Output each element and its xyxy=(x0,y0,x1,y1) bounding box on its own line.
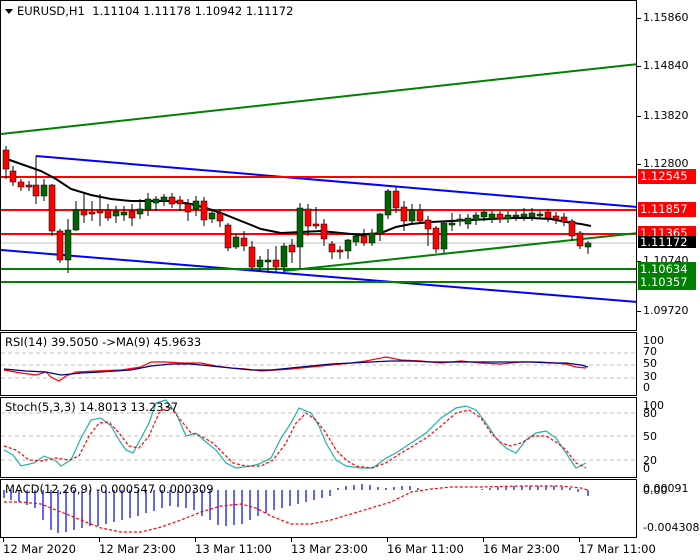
rsi-panel[interactable]: RSI(14) 39.5050 ->MA(9) 45.9633 xyxy=(0,332,637,396)
price-tick: 1.13820 xyxy=(643,109,689,122)
price-plot xyxy=(1,63,636,303)
channel-upper-blue xyxy=(35,155,636,208)
rsi-line xyxy=(3,356,587,382)
trendline-rising-green xyxy=(282,232,636,272)
price-tick: 1.09720 xyxy=(643,304,689,317)
rsi-level: 50 xyxy=(643,357,657,370)
stoch-level: 100 xyxy=(643,399,664,412)
rsi-plot xyxy=(1,352,636,382)
macd-histogram xyxy=(3,484,589,533)
stoch-main-line xyxy=(3,399,587,469)
time-tick: 16 Mar 23:00 xyxy=(483,542,560,556)
ohlc-low: 1.10942 xyxy=(194,4,243,18)
macd-level: 0.00091 xyxy=(643,482,689,495)
stoch-level: 20 xyxy=(643,454,657,467)
macd-plot xyxy=(3,484,589,533)
rsi-level: 30 xyxy=(643,370,657,383)
stoch-level: 50 xyxy=(643,430,657,443)
rsi-title: RSI(14) 39.5050 ->MA(9) 45.9633 xyxy=(5,335,202,349)
channel-lower-blue xyxy=(1,249,636,303)
time-tick: 17 Mar 11:00 xyxy=(579,542,656,556)
stoch-axis: 100 80 50 20 0 xyxy=(637,397,700,478)
rsi-ma-line xyxy=(3,360,589,376)
level-label-1.10357: 1.10357 xyxy=(638,275,696,290)
macd-title: MACD(12,26,9) -0.000547 0.000309 xyxy=(5,482,214,496)
time-tick: 13 Mar 23:00 xyxy=(291,542,368,556)
rsi-level: 0 xyxy=(643,381,650,394)
time-tick: 12 Mar 2020 xyxy=(3,542,76,556)
stoch-signal-line xyxy=(3,405,587,469)
dropdown-triangle-icon[interactable] xyxy=(5,9,13,14)
time-tick: 16 Mar 11:00 xyxy=(387,542,464,556)
stoch-level: 80 xyxy=(643,407,657,420)
trendline-upper-green xyxy=(1,63,636,135)
level-label-1.11857: 1.11857 xyxy=(638,202,696,217)
price-tick: 1.12800 xyxy=(643,157,689,170)
rsi-axis: 100 70 50 30 0 xyxy=(637,332,700,396)
time-tick: 12 Mar 23:00 xyxy=(99,542,176,556)
macd-panel[interactable]: MACD(12,26,9) -0.000547 0.000309 xyxy=(0,479,637,538)
macd-axis: 0.00091 0.00 -0.004308 xyxy=(637,479,700,538)
rsi-level: 70 xyxy=(643,345,657,358)
rsi-level: 100 xyxy=(643,334,664,347)
time-axis: 12 Mar 2020 12 Mar 23:00 13 Mar 11:00 13… xyxy=(0,537,700,560)
ohlc-high: 1.11178 xyxy=(143,4,191,18)
level-label-1.10634: 1.10634 xyxy=(638,262,696,277)
ohlc-open: 1.11104 xyxy=(92,4,140,18)
level-label-1.12545: 1.12545 xyxy=(638,169,696,184)
stoch-plot xyxy=(1,399,636,469)
candles xyxy=(2,146,592,273)
price-axis: 1.15860 1.14840 1.13820 1.12800 1.10740 … xyxy=(637,0,700,331)
stoch-level: 0 xyxy=(643,462,650,475)
price-tick: 1.15860 xyxy=(643,11,689,24)
time-tick: 13 Mar 11:00 xyxy=(195,542,272,556)
price-tick: 1.14840 xyxy=(643,59,689,72)
ohlc-close: 1.11172 xyxy=(245,4,294,18)
stochastic-panel[interactable]: Stoch(5,3,3) 14.8013 13.2337 xyxy=(0,397,637,478)
macd-signal-line xyxy=(4,485,589,533)
symbol-label: EURUSD,H1 xyxy=(17,4,85,18)
bid-price-label: 1.11172 xyxy=(638,236,696,248)
price-chart-panel[interactable]: EURUSD,H1 1.11104 1.11178 1.10942 1.1117… xyxy=(0,0,637,331)
chart-title: EURUSD,H1 1.11104 1.11178 1.10942 1.1117… xyxy=(5,4,293,18)
macd-level: 0.00 xyxy=(643,484,668,497)
stoch-title: Stoch(5,3,3) 14.8013 13.2337 xyxy=(5,400,179,414)
macd-level: -0.004308 xyxy=(643,521,700,534)
